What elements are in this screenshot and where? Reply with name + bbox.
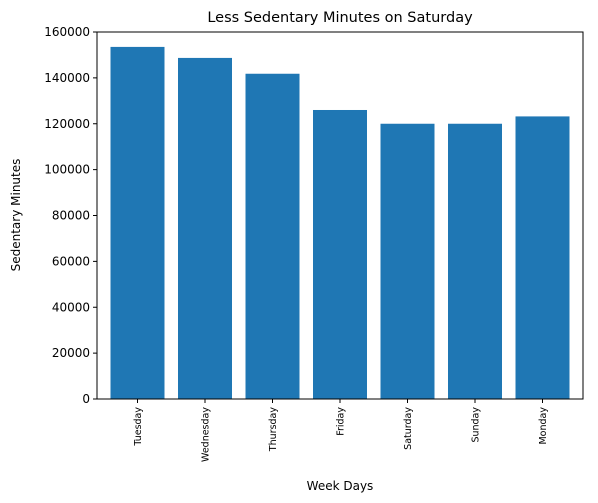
x-axis-ticks: Tuesday Wednesday Thursday Friday Saturday Su… <box>133 399 549 462</box>
bar-friday <box>313 109 367 400</box>
bar-monday <box>515 116 570 399</box>
y-axis-ticks: 0 20000 40000 60000 80000 100000 120000 140000 1… <box>44 25 97 406</box>
y-tick-label: 0 <box>82 392 90 406</box>
bar-sunday <box>448 123 502 399</box>
bar-saturday <box>380 123 435 399</box>
x-tick-label-thursday: Thursday <box>268 407 279 453</box>
y-tick-label: 20000 <box>52 346 90 360</box>
bar-thursday <box>245 73 300 399</box>
x-tick-label-saturday: Saturday <box>403 407 414 450</box>
y-tick-label: 40000 <box>52 300 90 314</box>
bar-tuesday <box>110 46 165 399</box>
y-tick-label: 80000 <box>52 209 90 223</box>
y-tick-label: 160000 <box>44 25 90 39</box>
y-tick-label: 140000 <box>44 71 90 85</box>
bar-wednesday <box>178 57 232 400</box>
x-tick-label-wednesday: Wednesday <box>201 407 212 462</box>
y-tick-label: 60000 <box>52 254 90 268</box>
x-tick-label-friday: Friday <box>336 407 347 436</box>
y-tick-label: 100000 <box>44 163 90 177</box>
plot-frame <box>96 31 584 400</box>
bars-layer <box>110 46 570 400</box>
y-axis-label: Sedentary Minutes <box>9 159 23 272</box>
x-tick-label-monday: Monday <box>538 407 549 445</box>
x-tick-label-sunday: Sunday <box>471 407 482 443</box>
y-tick-label: 120000 <box>44 117 90 131</box>
x-tick-label-tuesday: Tuesday <box>133 407 144 447</box>
x-axis-label: Week Days <box>307 479 374 493</box>
chart-title: Less Sedentary Minutes on Saturday <box>207 10 473 26</box>
